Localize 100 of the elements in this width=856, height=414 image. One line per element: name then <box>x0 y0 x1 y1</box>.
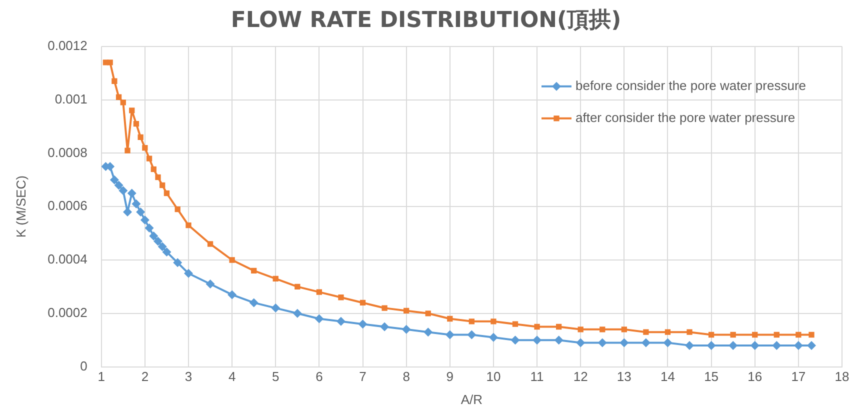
point <box>807 340 816 350</box>
x-tick-label: 8 <box>402 369 410 384</box>
x-tick-label: 12 <box>573 369 588 384</box>
y-tick-label: 0.001 <box>54 91 88 106</box>
point <box>162 247 172 256</box>
point <box>116 94 122 100</box>
point <box>358 320 368 329</box>
x-tick-label: 17 <box>791 369 806 384</box>
x-axis-title: A/R <box>460 392 483 407</box>
point <box>532 336 542 345</box>
point <box>129 108 135 114</box>
point <box>160 182 166 188</box>
y-tick-label: 0.0012 <box>48 38 88 53</box>
point <box>600 326 606 332</box>
point <box>643 329 649 335</box>
x-tick-label: 2 <box>141 369 149 384</box>
point <box>207 241 214 247</box>
point <box>138 134 144 140</box>
point <box>174 206 180 212</box>
x-tick-label: 6 <box>316 369 323 384</box>
point <box>338 294 344 300</box>
x-tick-label: 10 <box>486 369 501 384</box>
y-tick-label: 0.0002 <box>48 304 88 320</box>
point <box>556 324 562 330</box>
point <box>228 290 237 300</box>
point <box>402 324 411 334</box>
point <box>706 340 716 350</box>
y-tick-label: 0.0004 <box>48 252 88 267</box>
point <box>554 336 564 345</box>
point <box>445 330 454 340</box>
x-tick-label: 11 <box>530 369 544 384</box>
point <box>488 332 498 342</box>
point <box>251 268 257 274</box>
point <box>664 329 671 335</box>
point <box>641 338 650 348</box>
x-tick-label: 14 <box>660 369 675 384</box>
point <box>114 180 124 190</box>
point <box>447 316 453 322</box>
point <box>772 340 782 350</box>
point <box>118 186 128 196</box>
point <box>127 188 136 198</box>
point <box>294 284 300 290</box>
point <box>292 308 302 318</box>
x-tick-label: 9 <box>446 369 454 384</box>
x-tick-label: 16 <box>748 369 762 384</box>
point <box>336 316 346 326</box>
point <box>621 326 627 332</box>
x-tick-label: 7 <box>359 369 366 384</box>
point <box>229 257 235 263</box>
point <box>120 100 126 106</box>
point <box>173 258 182 268</box>
point <box>576 338 586 348</box>
legend-label: before consider the pore water pressure <box>575 78 806 93</box>
y-tick-label: 0.0006 <box>48 198 88 214</box>
point <box>752 332 758 338</box>
point <box>146 156 152 162</box>
point <box>578 326 584 332</box>
point <box>133 121 140 127</box>
point <box>314 314 324 324</box>
point <box>184 268 193 278</box>
point <box>534 324 540 330</box>
point <box>510 336 520 345</box>
point <box>380 322 390 332</box>
point <box>467 330 476 340</box>
point <box>136 207 146 216</box>
point <box>271 304 280 313</box>
x-tick-label: 13 <box>616 369 632 384</box>
point <box>512 321 518 327</box>
point <box>808 332 814 338</box>
x-tick-label: 5 <box>272 369 280 384</box>
legend-label: after consider the pore water pressure <box>575 110 796 125</box>
point <box>142 145 148 151</box>
point <box>155 174 161 180</box>
y-tick-label: 0.0008 <box>48 144 88 160</box>
point <box>425 310 431 316</box>
point <box>730 332 736 338</box>
point <box>663 338 672 348</box>
x-tick-label: 1 <box>98 369 105 384</box>
point <box>107 60 113 66</box>
point <box>112 78 118 84</box>
x-tick-label: 18 <box>834 369 850 384</box>
point <box>686 329 692 335</box>
y-tick-label: 0 <box>80 358 88 374</box>
point <box>360 300 366 306</box>
point <box>110 175 119 184</box>
point <box>158 242 167 252</box>
point <box>316 289 322 295</box>
x-tick-label: 4 <box>228 369 236 384</box>
point <box>424 328 433 337</box>
point <box>468 318 475 324</box>
x-tick-label: 15 <box>704 369 719 384</box>
point <box>774 332 780 338</box>
point <box>404 308 410 314</box>
point <box>140 215 150 224</box>
point <box>186 222 192 228</box>
point <box>144 223 154 232</box>
point <box>149 231 158 240</box>
point <box>124 148 130 154</box>
point <box>154 236 162 246</box>
point <box>272 276 278 282</box>
